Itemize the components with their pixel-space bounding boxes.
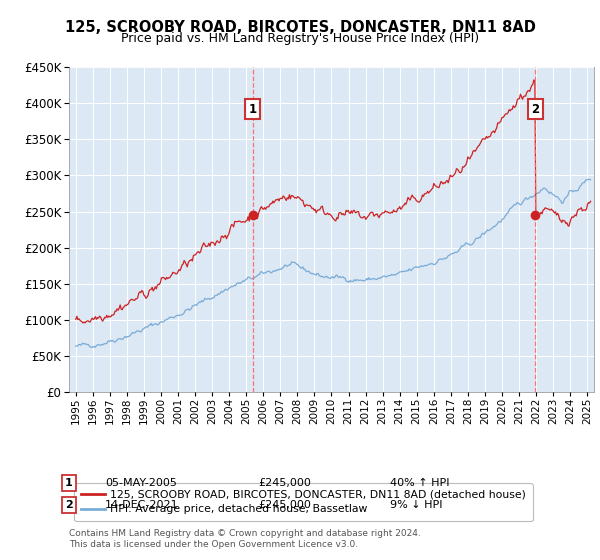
Text: 05-MAY-2005: 05-MAY-2005 [105, 478, 177, 488]
Text: 125, SCROOBY ROAD, BIRCOTES, DONCASTER, DN11 8AD: 125, SCROOBY ROAD, BIRCOTES, DONCASTER, … [65, 20, 535, 35]
Text: 2: 2 [65, 500, 73, 510]
Text: Price paid vs. HM Land Registry's House Price Index (HPI): Price paid vs. HM Land Registry's House … [121, 32, 479, 45]
Text: 14-DEC-2021: 14-DEC-2021 [105, 500, 179, 510]
Text: 1: 1 [248, 102, 257, 115]
Text: 1: 1 [65, 478, 73, 488]
Text: 9% ↓ HPI: 9% ↓ HPI [390, 500, 443, 510]
Text: £245,000: £245,000 [258, 500, 311, 510]
Text: 2: 2 [532, 102, 539, 115]
Text: £245,000: £245,000 [258, 478, 311, 488]
Legend: 125, SCROOBY ROAD, BIRCOTES, DONCASTER, DN11 8AD (detached house), HPI: Average : 125, SCROOBY ROAD, BIRCOTES, DONCASTER, … [74, 483, 533, 521]
Text: Contains HM Land Registry data © Crown copyright and database right 2024.
This d: Contains HM Land Registry data © Crown c… [69, 529, 421, 549]
Text: 40% ↑ HPI: 40% ↑ HPI [390, 478, 449, 488]
